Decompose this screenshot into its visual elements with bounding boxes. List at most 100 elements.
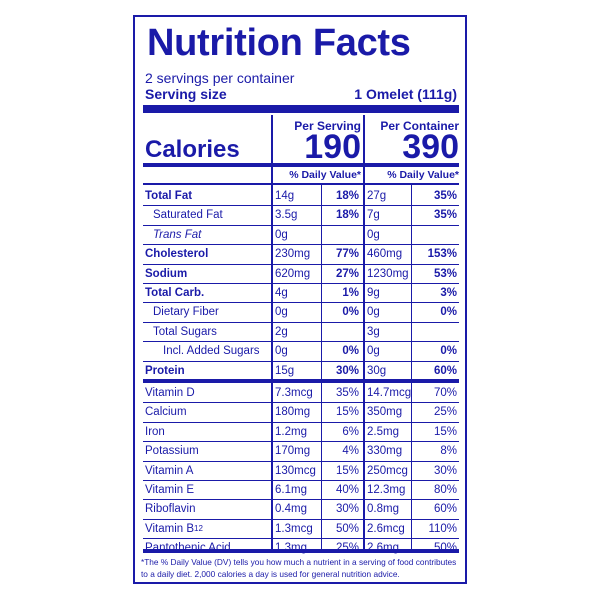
nutrient-name: Vitamin A bbox=[145, 462, 193, 480]
nutrient-name-text: Incl. Added Sugars bbox=[163, 345, 260, 358]
row-divider bbox=[143, 321, 459, 323]
nutrient-daily-value: 3% bbox=[440, 287, 457, 299]
nutrient-amount: 12.3mg bbox=[367, 484, 406, 496]
nutrient-amount: 0.8mg bbox=[367, 503, 399, 516]
nutrient-daily-value: 80% bbox=[433, 484, 457, 496]
nutrient-name-text: Dietary Fiber bbox=[153, 306, 219, 319]
dv-header-container: % Daily Value* bbox=[387, 169, 459, 181]
nutrient-name: Incl. Added Sugars bbox=[163, 342, 260, 360]
nutrient-amount: 7.3mcg bbox=[275, 387, 313, 399]
row-divider bbox=[143, 518, 459, 520]
dv-divider bbox=[143, 183, 459, 185]
nutrient-name: Riboflavin bbox=[145, 500, 196, 518]
nutrient-name: Total Carb. bbox=[145, 284, 204, 302]
nutrient-name: Protein bbox=[145, 362, 185, 380]
nutrient-amount: 0g bbox=[367, 345, 380, 358]
nutrient-name-text: Riboflavin bbox=[145, 503, 196, 516]
nutrient-daily-value: 30% bbox=[335, 364, 359, 377]
nutrient-amount: 15g bbox=[275, 364, 295, 377]
nutrient-daily-value: 60% bbox=[433, 364, 457, 377]
nutrient-amount: 14g bbox=[275, 190, 295, 202]
nutrient-amount: 230mg bbox=[275, 248, 311, 261]
nutrient-name: Vitamin E bbox=[145, 481, 194, 499]
nutrient-name: Total Sugars bbox=[153, 323, 217, 341]
nutrient-name-text: Saturated Fat bbox=[153, 209, 223, 222]
nutrient-name: Total Fat bbox=[145, 187, 192, 205]
calories-per-container: 390 bbox=[402, 128, 459, 166]
nutrient-daily-value: 30% bbox=[433, 464, 457, 477]
nutrient-daily-value: 0% bbox=[440, 306, 457, 319]
nutrient-name-text: Total Carb. bbox=[145, 287, 205, 299]
row-divider bbox=[143, 499, 459, 501]
calories-label: Calories bbox=[145, 136, 240, 163]
nutrient-name-text: Vitamin A bbox=[145, 464, 194, 477]
nutrient-name-text: Total Sugars bbox=[153, 325, 217, 338]
nutrient-amount: 3.5g bbox=[275, 209, 298, 222]
nutrient-amount: 0g bbox=[367, 306, 380, 319]
calories-divider bbox=[143, 163, 459, 167]
nutrient-name-text: Calcium bbox=[145, 406, 187, 419]
nutrient-amount: 3g bbox=[367, 325, 380, 338]
row-divider bbox=[143, 244, 459, 246]
nutrient-name: Vitamin D bbox=[145, 384, 195, 402]
nutrient-name-subscript: 12 bbox=[194, 523, 203, 533]
row-divider bbox=[143, 302, 459, 304]
nutrient-amount: 0g bbox=[275, 345, 288, 358]
nutrient-name: Sodium bbox=[145, 265, 187, 283]
row-divider bbox=[143, 480, 459, 481]
row-divider bbox=[143, 441, 459, 443]
nutrient-daily-value: 60% bbox=[433, 503, 457, 516]
nutrient-daily-value: 110% bbox=[428, 522, 457, 535]
nutrient-name-text: Iron bbox=[145, 425, 165, 438]
column-divider-left bbox=[271, 115, 273, 551]
nutrient-amount: 9g bbox=[367, 287, 380, 299]
nutrient-daily-value: 40% bbox=[335, 484, 359, 496]
nutrient-name-text: Vitamin E bbox=[145, 484, 195, 496]
nutrient-amount: 6.1mg bbox=[275, 484, 307, 496]
thick-divider bbox=[143, 105, 459, 113]
nutrient-daily-value: 27% bbox=[335, 267, 359, 280]
nutrient-name: Iron bbox=[145, 423, 165, 441]
nutrient-name: Calcium bbox=[145, 403, 187, 421]
nutrient-daily-value: 30% bbox=[335, 503, 359, 516]
nutrition-facts-label: Nutrition Facts 2 servings per container… bbox=[133, 15, 467, 584]
nutrient-daily-value: 18% bbox=[335, 209, 359, 222]
nutrient-daily-value: 18% bbox=[335, 190, 359, 202]
label-title: Nutrition Facts bbox=[147, 22, 411, 64]
nutrient-amount: 0g bbox=[275, 228, 288, 241]
row-divider bbox=[143, 421, 459, 423]
nutrient-amount: 1230mg bbox=[367, 267, 409, 280]
nutrient-amount: 460mg bbox=[367, 248, 403, 261]
nutrient-amount: 7g bbox=[367, 209, 380, 222]
nutrient-daily-value: 4% bbox=[342, 445, 359, 458]
nutrient-daily-value: 70% bbox=[433, 387, 457, 399]
per-container-header: Per Container bbox=[380, 119, 459, 133]
nutrient-daily-value: 15% bbox=[335, 464, 359, 477]
nutrient-daily-value: 50% bbox=[335, 522, 359, 535]
nutrient-amount: 130mcg bbox=[275, 464, 316, 477]
serving-size-value: 1 Omelet (111g) bbox=[354, 86, 457, 102]
nutrient-daily-value: 53% bbox=[433, 267, 457, 280]
row-divider bbox=[143, 205, 459, 207]
nutrient-daily-value: 15% bbox=[433, 425, 457, 438]
calories-per-serving: 190 bbox=[304, 128, 361, 166]
footnote: *The % Daily Value (DV) tells you how mu… bbox=[141, 557, 457, 579]
nutrient-daily-value: 35% bbox=[335, 387, 359, 399]
row-divider bbox=[143, 283, 459, 284]
row-divider bbox=[143, 460, 459, 462]
nutrient-amount: 0g bbox=[367, 228, 380, 241]
per-serving-header: Per Serving bbox=[294, 119, 361, 133]
nutrient-daily-value: 1% bbox=[342, 287, 359, 299]
nutrient-daily-value: 77% bbox=[335, 248, 359, 261]
vitamin-divider bbox=[143, 379, 459, 383]
nutrient-daily-value: 35% bbox=[433, 209, 457, 222]
nutrient-daily-value: 153% bbox=[427, 248, 457, 261]
nutrient-daily-value: 6% bbox=[342, 425, 359, 438]
nutrient-amount: 30g bbox=[367, 364, 387, 377]
nutrient-name-text: Vitamin D bbox=[145, 387, 195, 399]
row-divider bbox=[143, 360, 459, 362]
nutrient-name-text: Cholesterol bbox=[145, 248, 209, 261]
nutrient-amount: 14.7mcg bbox=[367, 387, 412, 399]
row-divider bbox=[143, 538, 459, 540]
nutrient-amount: 350mg bbox=[367, 406, 403, 419]
